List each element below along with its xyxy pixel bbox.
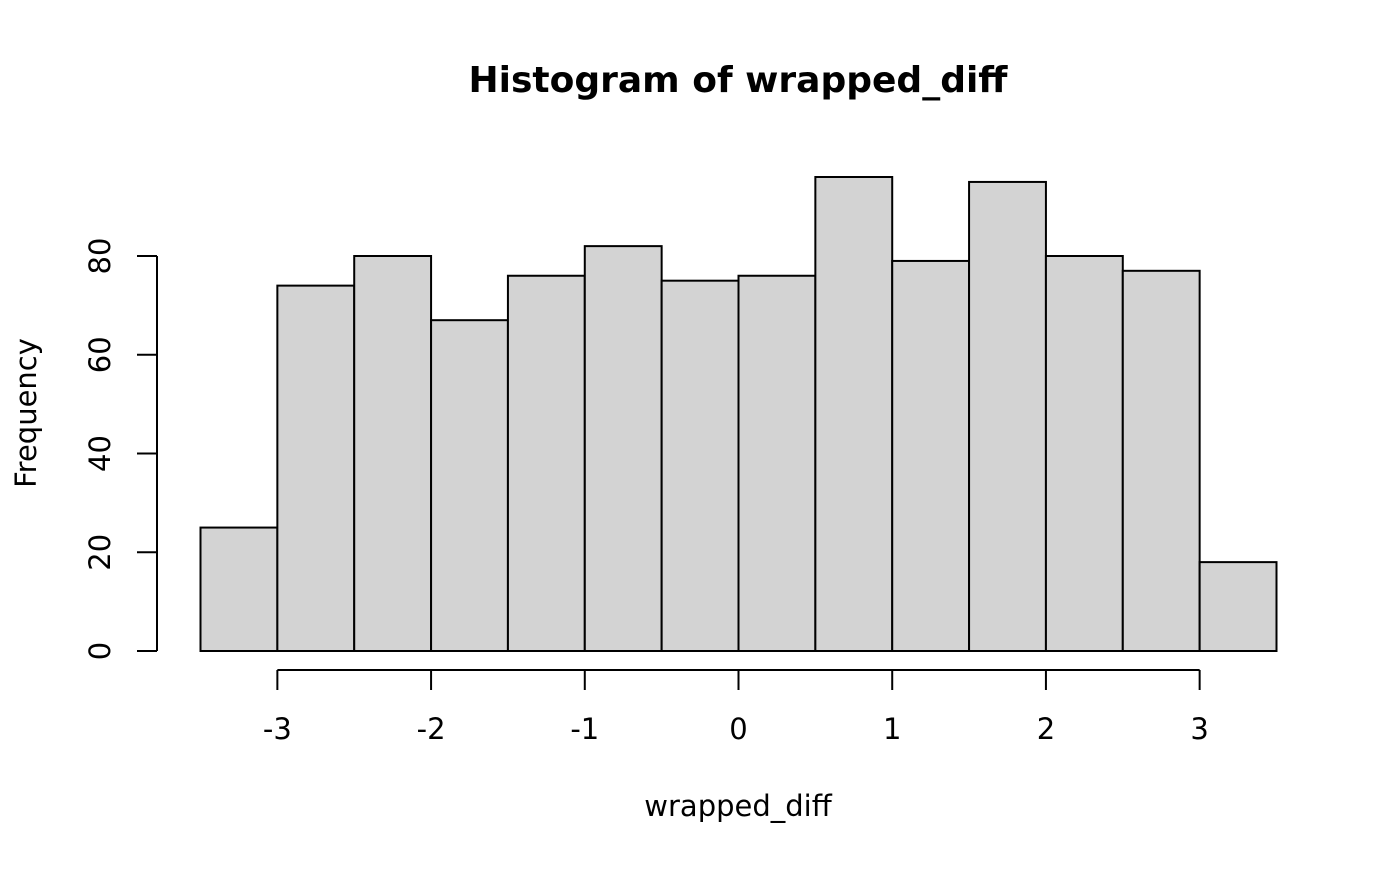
y-tick-label: 80 <box>83 238 117 275</box>
x-tick-label: -3 <box>263 712 292 746</box>
y-tick-label: 60 <box>83 336 117 373</box>
histogram-bar <box>353 255 433 652</box>
histogram-bar <box>1044 255 1124 652</box>
histogram-bar <box>660 279 740 652</box>
histogram-bar <box>891 259 971 652</box>
histogram-bar <box>814 176 894 652</box>
x-axis-label: wrapped_diff <box>644 789 832 823</box>
x-tick-label: 2 <box>1037 712 1055 746</box>
histogram-bar <box>506 274 586 652</box>
x-tick-label: -1 <box>570 712 599 746</box>
histogram-bar <box>1198 561 1278 652</box>
x-tick-label: 1 <box>883 712 901 746</box>
y-tick-label: 40 <box>83 435 117 472</box>
chart-title: Histogram of wrapped_diff <box>469 60 1009 101</box>
histogram-bar <box>1121 269 1201 652</box>
y-tick-label: 20 <box>83 534 117 571</box>
x-axis: -3 -2 -1 0 1 2 3 <box>263 669 1209 746</box>
y-axis: 0 20 40 60 80 <box>83 238 158 660</box>
histogram-bar <box>430 319 509 652</box>
x-tick-label: -2 <box>417 712 446 746</box>
histogram-bar <box>199 526 279 652</box>
histogram-bar <box>737 274 817 652</box>
y-tick-label: 0 <box>83 642 117 660</box>
histogram-bar <box>276 284 356 652</box>
y-axis-label: Frequency <box>9 338 43 488</box>
histogram-bar <box>583 245 663 652</box>
x-tick-label: 3 <box>1190 712 1208 746</box>
histogram-bar <box>968 180 1047 652</box>
bars-group <box>199 176 1278 652</box>
x-tick-label: 0 <box>729 712 747 746</box>
